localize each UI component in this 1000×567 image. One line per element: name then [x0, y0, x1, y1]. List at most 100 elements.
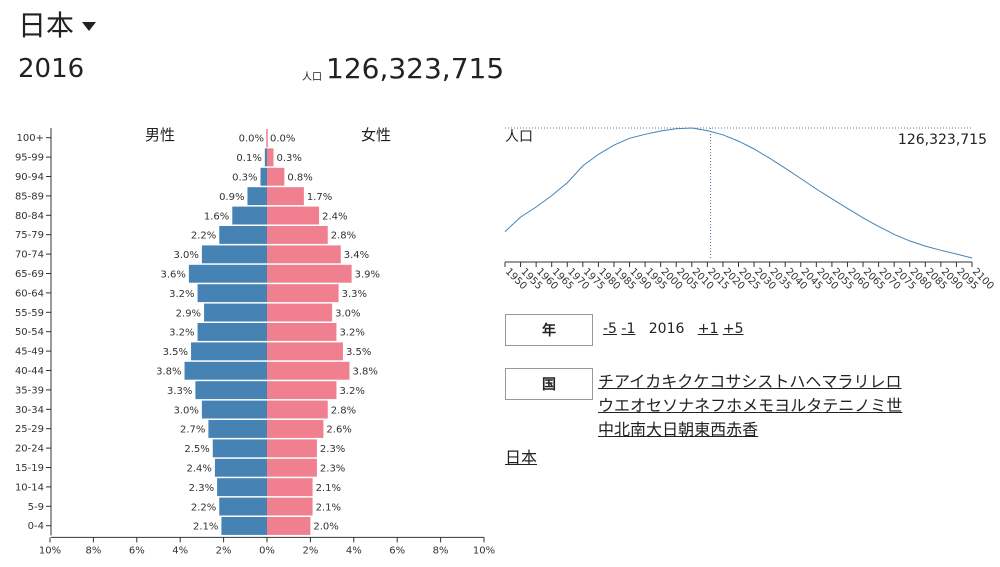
country-index-link[interactable]: ラ: [837, 372, 854, 391]
age-label: 15-19: [15, 463, 44, 474]
country-index-link[interactable]: テ: [822, 396, 839, 415]
country-index-link[interactable]: モ: [758, 396, 775, 415]
male-bar: [260, 167, 267, 186]
country-label-box: 国: [505, 368, 593, 400]
x-tick-label: 8%: [433, 545, 449, 556]
country-index-link[interactable]: マ: [821, 372, 838, 391]
country-index-link[interactable]: ハ: [789, 372, 806, 391]
age-label: 50-54: [15, 327, 44, 338]
country-index-link[interactable]: メ: [742, 396, 759, 415]
female-value-label: 2.1%: [316, 483, 341, 494]
male-bar: [201, 400, 267, 419]
country-selector[interactable]: 日本: [18, 4, 97, 44]
country-index-link[interactable]: エ: [614, 396, 631, 415]
line-chart-value: 126,323,715: [898, 132, 987, 148]
country-index-link[interactable]: ル: [790, 396, 807, 415]
country-index-link[interactable]: リ: [853, 372, 870, 391]
x-tick-label: 10%: [39, 545, 61, 556]
female-bar: [267, 478, 313, 497]
minus5-year-link[interactable]: -5: [603, 321, 617, 337]
country-index-link[interactable]: ミ: [870, 396, 887, 415]
country-index-link[interactable]: ナ: [678, 396, 695, 415]
chevron-down-icon[interactable]: [82, 21, 97, 31]
country-index-link[interactable]: ト: [773, 372, 790, 391]
female-bar: [267, 439, 317, 458]
male-bar: [204, 303, 267, 322]
country-index: チアイカキクケコサシストハヘマラリレロウエオセソナネフホメモヨルタテニノミ世中北…: [598, 370, 990, 442]
country-index-link[interactable]: ア: [614, 372, 630, 391]
male-bar: [191, 342, 267, 361]
age-label: 85-89: [15, 191, 44, 202]
country-index-link[interactable]: レ: [869, 372, 886, 391]
female-value-label: 3.4%: [344, 250, 369, 261]
female-value-label: 2.1%: [316, 502, 341, 513]
plus1-year-link[interactable]: +1: [697, 321, 719, 337]
country-index-link[interactable]: ソ: [662, 396, 679, 415]
country-index-link[interactable]: 香: [742, 420, 759, 439]
country-index-link[interactable]: イ: [629, 372, 646, 391]
country-index-link[interactable]: 朝: [678, 420, 695, 439]
country-index-link[interactable]: ク: [677, 372, 694, 391]
age-label: 90-94: [15, 172, 44, 183]
country-index-link[interactable]: 北: [614, 420, 631, 439]
age-label: 45-49: [15, 347, 44, 358]
female-bar: [267, 342, 343, 361]
country-index-link[interactable]: シ: [741, 372, 758, 391]
country-index-link[interactable]: ノ: [854, 396, 871, 415]
male-bar: [188, 264, 267, 283]
female-bar: [267, 323, 337, 341]
country-index-link[interactable]: ネ: [694, 396, 711, 415]
country-index-link[interactable]: 世: [886, 396, 903, 415]
male-bar: [212, 439, 267, 458]
selected-country-link[interactable]: 日本: [505, 448, 538, 467]
population-line: [504, 127, 973, 259]
country-index-link[interactable]: フ: [710, 396, 727, 415]
country-index-link[interactable]: ヘ: [805, 372, 822, 391]
male-bar: [195, 381, 267, 400]
female-bar: [267, 226, 328, 244]
age-label: 5-9: [28, 502, 44, 513]
country-index-link[interactable]: 赤: [726, 420, 743, 439]
minus1-year-link[interactable]: -1: [621, 321, 636, 337]
female-value-label: 3.8%: [352, 367, 377, 378]
country-index-link[interactable]: タ: [806, 396, 823, 415]
female-value-label: 2.6%: [326, 425, 351, 436]
female-value-label: 2.0%: [313, 522, 338, 533]
age-label: 0-4: [28, 521, 44, 532]
country-index-link[interactable]: サ: [725, 372, 742, 391]
country-index-link[interactable]: 東: [694, 420, 711, 439]
x-tick-label: 6%: [129, 545, 145, 556]
country-index-link[interactable]: ウ: [598, 396, 615, 415]
country-index-link[interactable]: ス: [757, 372, 774, 391]
male-value-label: 3.6%: [160, 270, 185, 281]
x-tick-label: 2%: [216, 545, 232, 556]
country-index-link[interactable]: ニ: [838, 396, 855, 415]
country-index-link[interactable]: カ: [645, 372, 662, 391]
country-index-link[interactable]: 南: [630, 420, 647, 439]
male-value-label: 3.5%: [163, 347, 188, 358]
country-index-link[interactable]: 西: [710, 420, 727, 439]
country-index-link[interactable]: キ: [661, 372, 678, 391]
country-index-link[interactable]: オ: [630, 396, 647, 415]
country-index-link[interactable]: コ: [709, 372, 726, 391]
country-index-link[interactable]: ホ: [726, 396, 743, 415]
female-value-label: 2.8%: [331, 405, 356, 416]
male-value-label: 2.4%: [187, 464, 212, 475]
year-label-box: 年: [505, 314, 593, 346]
country-index-link[interactable]: 日: [662, 420, 679, 439]
country-index-row: チアイカキクケコサシストハヘマラリレロ: [598, 370, 990, 394]
female-value-label: 2.4%: [322, 211, 347, 222]
country-index-link[interactable]: 大: [646, 420, 663, 439]
country-index-link[interactable]: チ: [598, 372, 615, 391]
country-index-link[interactable]: ロ: [885, 372, 902, 391]
country-index-link[interactable]: セ: [646, 396, 663, 415]
male-value-label: 3.8%: [156, 367, 181, 378]
country-index-link[interactable]: ケ: [693, 372, 710, 391]
country-index-link[interactable]: 中: [598, 420, 615, 439]
male-value-label: 0.1%: [236, 153, 261, 164]
female-value-label: 2.3%: [320, 464, 345, 475]
female-value-label: 0.8%: [287, 173, 312, 184]
plus5-year-link[interactable]: +5: [722, 321, 744, 337]
x-tick-label: 8%: [85, 545, 101, 556]
country-index-link[interactable]: ヨ: [774, 396, 791, 415]
